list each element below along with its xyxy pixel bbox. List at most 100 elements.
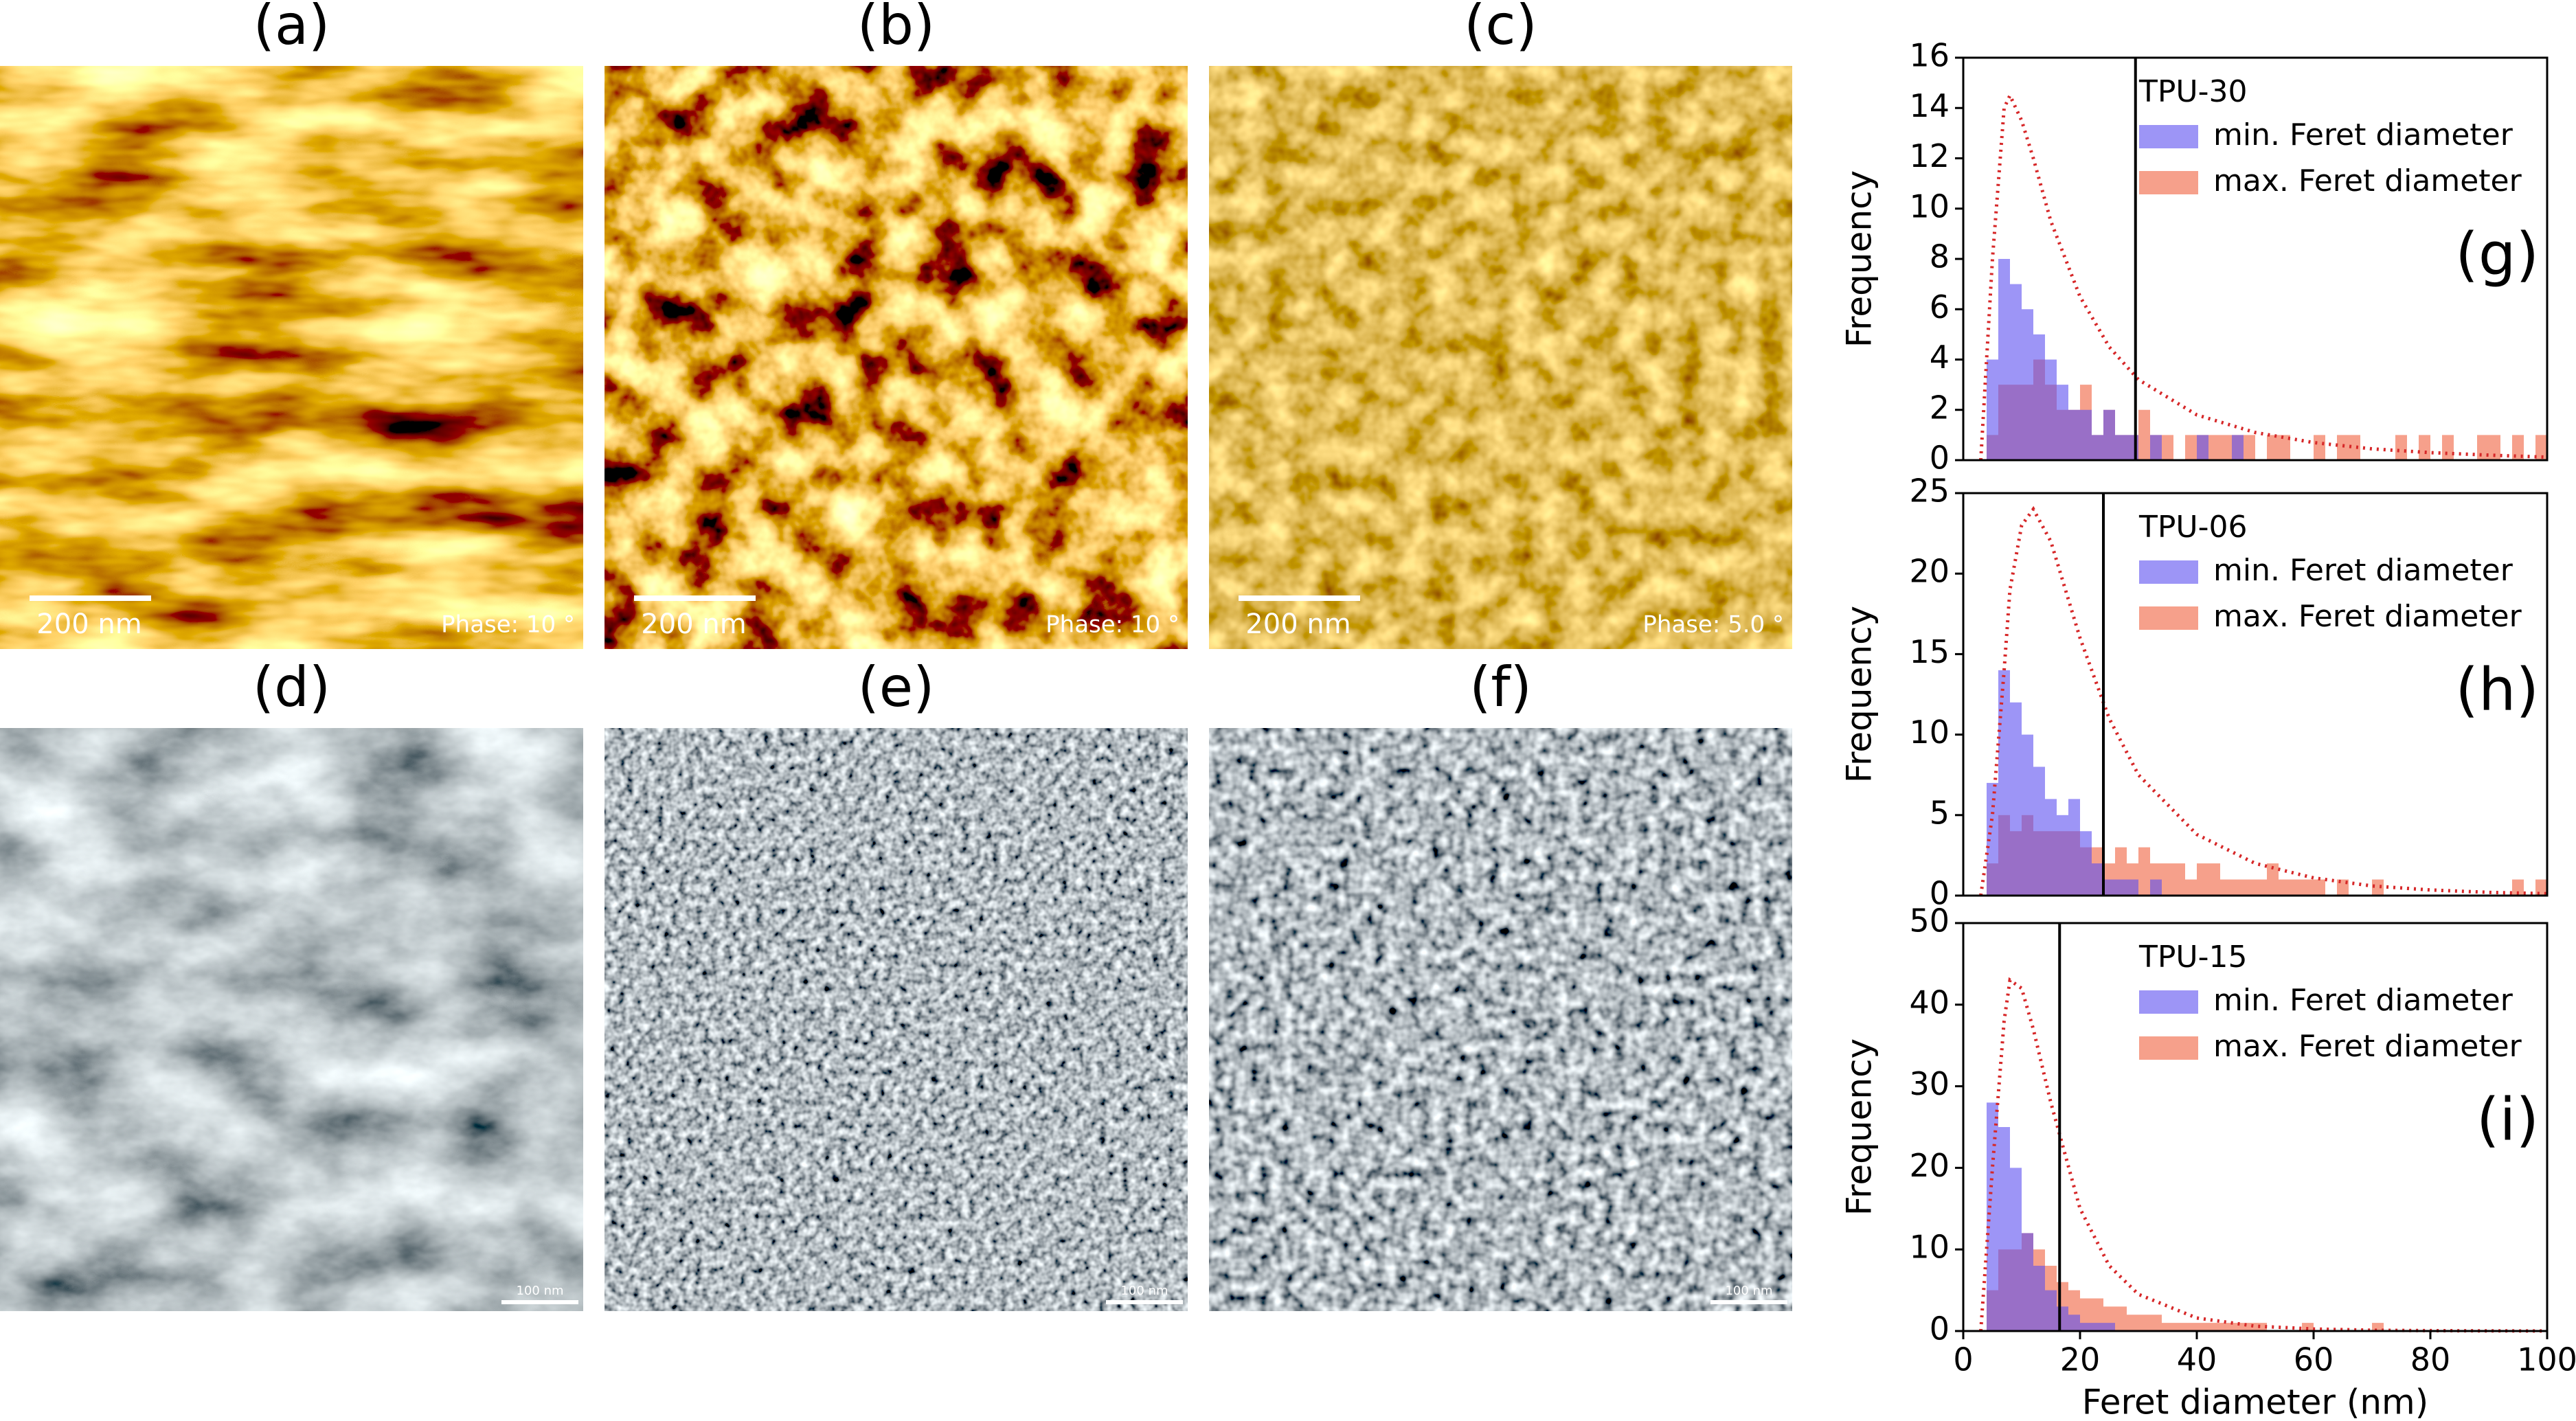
legend-swatch xyxy=(2139,125,2198,148)
histogram-bar xyxy=(1987,782,1998,896)
histogram-bar xyxy=(2127,879,2138,896)
histogram-bar xyxy=(2185,879,2197,896)
panel-label: (g) xyxy=(2455,220,2539,288)
y-tick-label: 20 xyxy=(1909,1147,1950,1184)
histogram-bar xyxy=(2150,435,2162,460)
panel-label: (b) xyxy=(857,0,935,57)
histogram-bar xyxy=(2138,409,2150,460)
histogram-bar xyxy=(2103,1323,2115,1331)
micrograph xyxy=(1209,66,1792,649)
histogram-bar xyxy=(2395,435,2407,460)
legend-label: min. Feret diameter xyxy=(2213,553,2513,588)
histogram-bar xyxy=(2115,1306,2127,1331)
histogram-bar xyxy=(2150,1315,2162,1331)
y-tick-label: 16 xyxy=(1909,37,1950,74)
histogram-bar xyxy=(2138,847,2150,896)
legend-label: max. Feret diameter xyxy=(2213,163,2522,198)
histogram-bar xyxy=(2068,409,2080,460)
histogram-bar xyxy=(2162,1323,2173,1331)
histogram-bar xyxy=(2442,435,2454,460)
histogram-bar xyxy=(1987,359,1998,460)
scale-bar-label: 200 nm xyxy=(36,609,142,640)
phase-label: Phase: 5.0 ° xyxy=(1642,611,1784,639)
legend-label: min. Feret diameter xyxy=(2213,117,2513,152)
y-tick-label: 15 xyxy=(1909,633,1950,670)
y-tick-label: 10 xyxy=(1909,187,1950,225)
panel-label: (d) xyxy=(253,655,330,719)
micrograph xyxy=(605,66,1188,649)
y-axis-label: Frequency xyxy=(1840,1038,1879,1216)
y-tick-label: 20 xyxy=(1909,553,1950,590)
legend-label: max. Feret diameter xyxy=(2213,599,2522,634)
legend-title: TPU-06 xyxy=(2138,510,2247,545)
histogram-bar xyxy=(2092,863,2103,896)
legend-swatch xyxy=(2139,171,2198,194)
legend-swatch xyxy=(2139,560,2198,584)
x-tick-label: 0 xyxy=(1953,1341,1973,1378)
histogram-bar xyxy=(2255,879,2267,896)
histogram-bar xyxy=(2302,879,2314,896)
legend-swatch xyxy=(2139,990,2198,1014)
histogram-bar xyxy=(2057,815,2068,896)
histogram-bar xyxy=(2045,359,2057,460)
histogram-bar xyxy=(2208,1323,2220,1331)
y-tick-label: 50 xyxy=(1909,902,1950,940)
legend-title: TPU-15 xyxy=(2138,940,2247,975)
y-axis-label: Frequency xyxy=(1840,606,1879,783)
y-tick-label: 14 xyxy=(1909,87,1950,124)
histogram-bar xyxy=(2337,435,2349,460)
histogram-bar xyxy=(2372,879,2384,896)
x-tick-label: 20 xyxy=(2060,1341,2101,1378)
histogram-bar xyxy=(2232,435,2244,460)
panel-label: (c) xyxy=(1464,0,1537,57)
histogram-bar xyxy=(2279,879,2290,896)
x-tick-label: 60 xyxy=(2294,1341,2334,1378)
legend-swatch xyxy=(2139,606,2198,630)
histogram-bar xyxy=(2244,435,2255,460)
histogram-bar xyxy=(2290,879,2302,896)
micrograph xyxy=(605,728,1188,1311)
scale-bar-label: 100 nm xyxy=(1120,1284,1168,1298)
histogram-bar xyxy=(2080,1323,2092,1331)
histogram-bar xyxy=(2092,435,2103,460)
histogram-bar xyxy=(2489,435,2500,460)
x-tick-label: 100 xyxy=(2517,1341,2576,1378)
histogram-bar xyxy=(2244,879,2255,896)
legend-swatch xyxy=(2139,1036,2198,1060)
axes-frame xyxy=(1962,922,2549,1332)
histogram-bar xyxy=(2057,385,2068,460)
histogram-bar xyxy=(2220,879,2232,896)
histogram-bar xyxy=(2255,1323,2267,1331)
histogram-bar xyxy=(2279,435,2290,460)
x-tick-label: 40 xyxy=(2177,1341,2217,1378)
histogram-bar xyxy=(2127,1315,2138,1331)
histogram-bar xyxy=(2302,1323,2314,1331)
histogram-bar xyxy=(2010,702,2022,896)
histogram-bar xyxy=(2512,879,2524,896)
histogram-bar xyxy=(2535,435,2547,460)
y-tick-label: 8 xyxy=(1930,238,1950,275)
histogram-bar xyxy=(2314,879,2325,896)
histogram-bar xyxy=(2138,1315,2150,1331)
y-tick-label: 0 xyxy=(1930,440,1950,477)
scale-bar-label: 200 nm xyxy=(1245,609,1351,640)
histogram-bar xyxy=(2535,879,2547,896)
y-tick-label: 4 xyxy=(1930,339,1950,376)
histogram-bar xyxy=(2173,863,2185,896)
scale-bar-label: 100 nm xyxy=(516,1284,563,1298)
histogram-bar xyxy=(2068,1315,2080,1331)
histogram-bar xyxy=(2220,435,2232,460)
y-tick-label: 10 xyxy=(1909,1229,1950,1266)
histogram-bar xyxy=(2045,799,2057,896)
y-tick-label: 6 xyxy=(1930,288,1950,326)
histogram-bar xyxy=(2092,1323,2103,1331)
y-tick-label: 12 xyxy=(1909,137,1950,174)
legend-title: TPU-30 xyxy=(2138,74,2247,109)
x-axis-label: Feret diameter (nm) xyxy=(2082,1383,2428,1421)
histogram-bar xyxy=(1987,1102,1998,1331)
x-tick-label: 80 xyxy=(2410,1341,2451,1378)
histogram-bar xyxy=(2080,409,2092,460)
panel-label: (f) xyxy=(1469,655,1532,719)
histogram-bar xyxy=(2033,1265,2045,1331)
